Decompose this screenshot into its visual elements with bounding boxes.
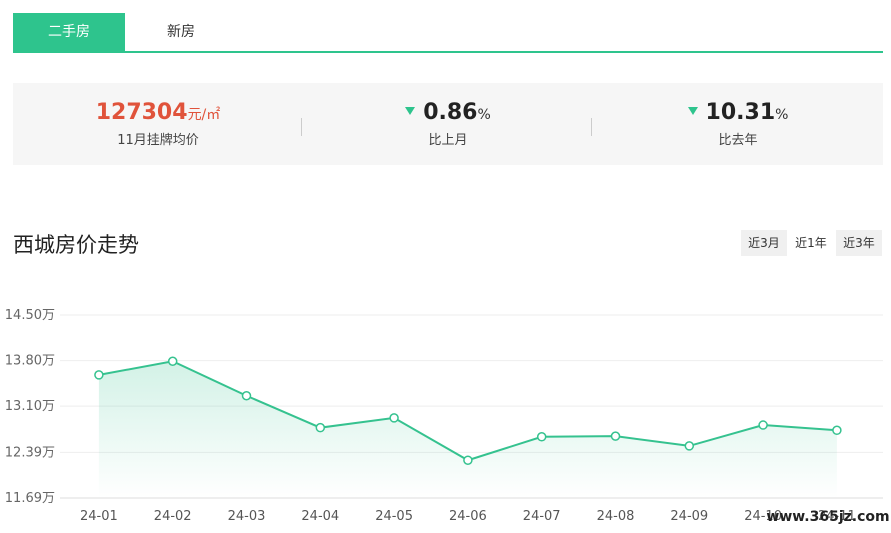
stat-value: 10.31 <box>705 100 776 125</box>
point <box>684 441 695 451</box>
tab[interactable]: 新房 <box>167 24 195 40</box>
point <box>758 420 768 430</box>
x-tick-label: 24-10 <box>744 509 782 524</box>
stat-unit: % <box>477 107 491 123</box>
x-tick-label: 24-04 <box>301 509 339 524</box>
stat: 0.86% 比上月 <box>303 100 593 148</box>
stat-value: 127304 <box>95 100 188 125</box>
chart-title: 西城房价走势 <box>13 233 139 257</box>
stat-unit: % <box>775 107 789 123</box>
x-tick-label: 24-02 <box>154 509 192 524</box>
divider <box>591 118 592 136</box>
point <box>315 422 326 433</box>
stat-label: 比去年 <box>718 133 758 148</box>
point <box>241 391 252 401</box>
point <box>832 425 842 436</box>
y-tick-label: 14.50万 <box>5 308 55 323</box>
stat: 10.31% 比去年 <box>593 100 883 148</box>
area <box>98 361 837 498</box>
x-tick-label: 24-01 <box>80 509 118 524</box>
summary-box <box>13 83 883 165</box>
x-tick-label: 24-07 <box>523 509 561 524</box>
range-button[interactable]: 近1年 <box>788 230 834 256</box>
x-tick-label: 24-11 <box>818 509 856 524</box>
x-tick-label: 24-05 <box>375 509 413 524</box>
point <box>610 431 621 441</box>
point <box>389 413 399 423</box>
x-tick-label: 24-09 <box>670 509 708 524</box>
stat-label: 11月挂牌均价 <box>117 133 199 148</box>
point <box>536 432 547 442</box>
down-icon <box>687 107 698 115</box>
stat-unit: 元/㎡ <box>187 107 221 123</box>
point <box>94 370 104 380</box>
y-tick-label: 13.80万 <box>5 354 55 369</box>
x-tick-label: 24-08 <box>597 509 635 524</box>
stat-label: 比上月 <box>428 133 468 148</box>
watermark: www.365jz.com <box>766 509 889 525</box>
x-tick-label: 24-03 <box>228 509 266 524</box>
tab[interactable]: 二手房 <box>13 13 125 52</box>
stat-value: 0.86 <box>423 100 478 125</box>
point <box>463 455 473 465</box>
y-tick-label: 12.39万 <box>5 445 55 460</box>
tab-underline <box>13 51 883 53</box>
point <box>167 356 178 366</box>
y-tick-label: 11.69万 <box>5 491 55 506</box>
x-tick-label: 24-06 <box>449 509 487 524</box>
range-button[interactable]: 近3年 <box>836 230 882 256</box>
down-icon <box>405 107 416 115</box>
divider <box>301 118 302 136</box>
range-button[interactable]: 近3月 <box>741 230 787 256</box>
y-tick-label: 13.10万 <box>5 399 55 414</box>
stat: 127304元/㎡ 11月挂牌均价 <box>13 100 303 148</box>
